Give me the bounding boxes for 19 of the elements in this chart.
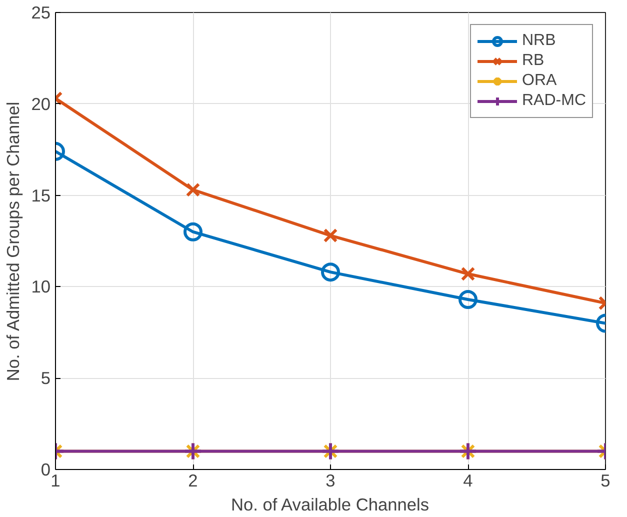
legend-label: ORA xyxy=(522,72,557,90)
y-tick-label: 20 xyxy=(31,94,51,114)
y-tick-label: 10 xyxy=(31,276,51,297)
y-tick-label: 25 xyxy=(31,2,51,22)
x-tick-label: 4 xyxy=(463,470,474,490)
x-tick-label: 3 xyxy=(326,470,336,490)
point xyxy=(321,262,340,282)
y-tick-label: 15 xyxy=(31,185,51,206)
y-tick-label: 5 xyxy=(40,368,51,388)
x-tick-label: 1 xyxy=(50,470,60,490)
x-tick-label: 5 xyxy=(600,470,610,490)
x-axis-title: No. of Available Channels xyxy=(230,494,430,514)
y-axis-title: No. of Admitted Groups per Channel xyxy=(3,102,24,382)
legend-label: RB xyxy=(522,52,544,70)
legend-label: RAD-MC xyxy=(522,92,586,110)
point xyxy=(323,228,338,243)
x-tick-label: 2 xyxy=(188,470,198,490)
y-tick-label: 0 xyxy=(40,460,51,480)
legend-label: NRB xyxy=(522,32,556,50)
